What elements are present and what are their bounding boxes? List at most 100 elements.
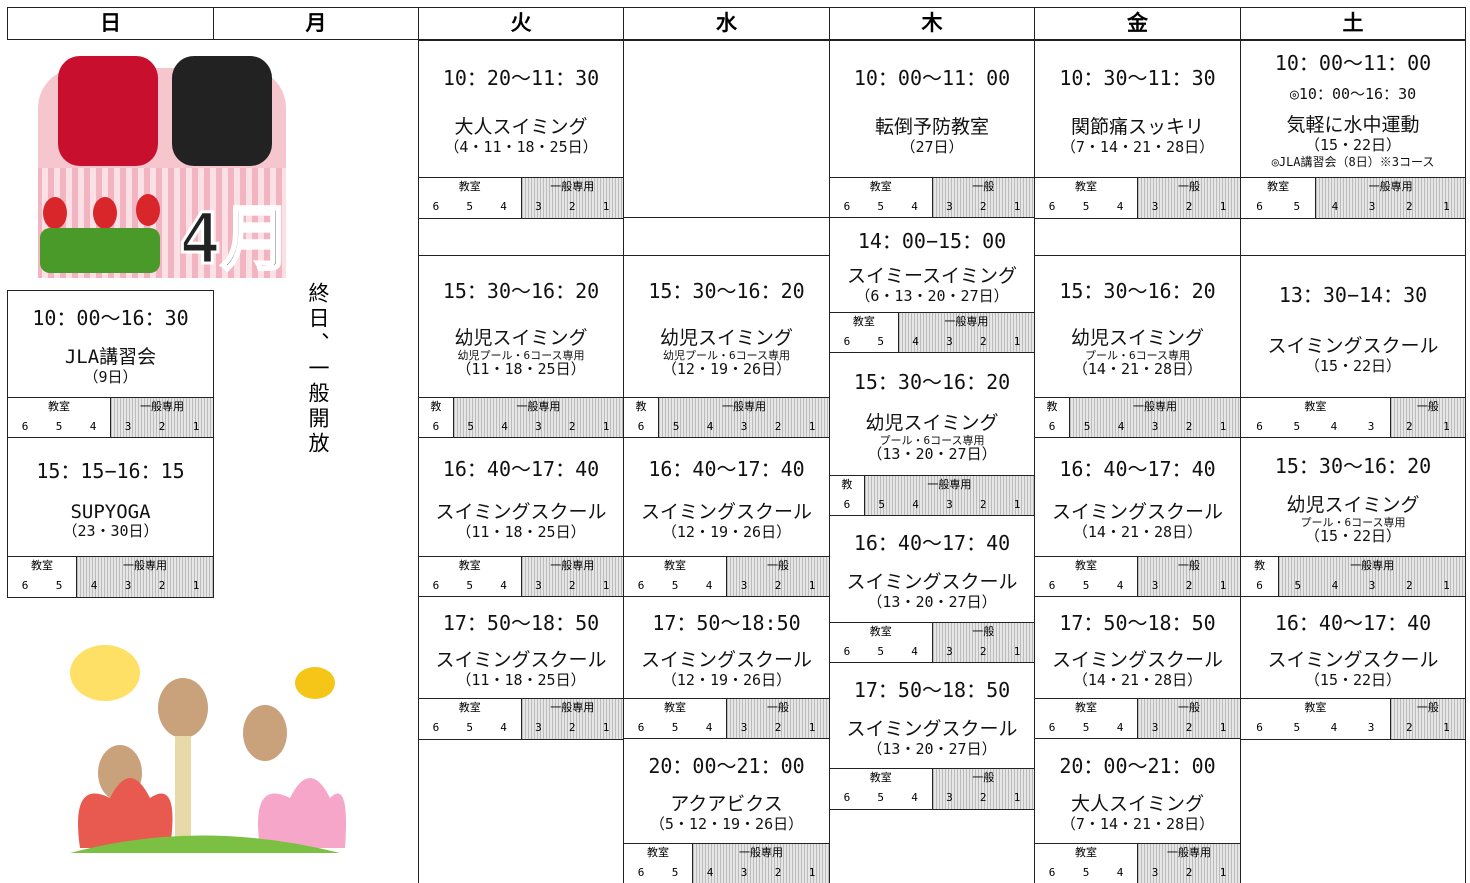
lane-numbers: 6 (1035, 417, 1069, 437)
event-title-group: 転倒予防教室 （27日） (875, 112, 989, 155)
lane-number: 1 (1443, 199, 1450, 213)
lane-number: 5 (1083, 419, 1091, 433)
event-content: 15：30～16：20 幼児スイミング プール・6コース専用 （15・22日） (1241, 438, 1465, 556)
lane-number: 2 (1185, 865, 1193, 879)
lane-bar: 教室 6 5 4 3 一般 2 1 (1241, 697, 1465, 739)
lane-number: 6 (1256, 720, 1263, 734)
lane-number: 4 (912, 334, 919, 348)
lane-left: 教室 6 5 4 (830, 768, 933, 809)
lane-label: 教室 (1304, 399, 1327, 413)
event-dates: （13・20・27日） (867, 444, 997, 463)
lane-number: 3 (1151, 419, 1159, 433)
event-time: 10：30～11：30 (1059, 66, 1216, 91)
lane-number: 5 (671, 720, 679, 734)
lane-number: 1 (602, 199, 610, 213)
lane-label: 一般 (767, 700, 789, 714)
event-dates: （15・22日） (1304, 527, 1402, 545)
lane-bar: 教室 6 5 4 一般専用 3 2 1 (419, 697, 624, 739)
lane-number: 1 (1219, 419, 1227, 433)
event-title-group: 幼児スイミング 幼児プール・6コース専用 （12・19・26日） (660, 323, 793, 377)
event-title-group: JLA講習会 （9日） (65, 342, 156, 385)
event-dates: （11・18・25日） (456, 360, 586, 379)
lane-right: 一般専用 4 3 2 1 (77, 556, 213, 597)
lane-right: 一般 3 2 1 (932, 622, 1035, 663)
event-time: 15：30～16：20 (853, 369, 1011, 394)
lane-number: 5 (1082, 199, 1090, 213)
event-content: 15：30～16：20 幼児スイミング 幼児プール・6コース専用 （12・19・26日… (624, 256, 829, 397)
lane-label: 一般専用 (516, 399, 561, 413)
lane-number: 5 (877, 199, 885, 213)
lane-number: 5 (878, 497, 886, 511)
event-time: 17：50～18：50 (442, 610, 600, 635)
lane-left: 教室 6 5 4 (1035, 698, 1138, 739)
lane-number: 2 (1405, 419, 1413, 433)
black-bag (172, 56, 272, 166)
lane-number: 2 (979, 334, 987, 348)
event-title-group: アクアビクス （5・12・19・26日） (650, 789, 803, 832)
lane-bar: 教室 6 5 4 一般 3 2 1 (830, 767, 1034, 809)
empty-cell (623, 40, 830, 219)
lane-bar: 教室 6 5 一般専用 4 3 2 1 (830, 311, 1034, 353)
lane-number: 2 (774, 720, 782, 734)
lane-left: 教室 6 5 (1241, 177, 1317, 218)
lane-numbers: 3 2 1 (1138, 197, 1240, 217)
event-title-group: スイミングスクール （12・19・26日） (641, 497, 812, 540)
lane-number: 4 (706, 419, 714, 433)
lane-numbers: 3 2 1 (727, 576, 829, 596)
lane-left: 教室 6 5 4 (419, 556, 522, 597)
event-dates: （14・21・28日） (1072, 523, 1203, 542)
event-time: 20：00～21：00 (648, 753, 805, 778)
event-cell: 16：40～17：40 スイミングスクール （14・21・28日） 教室 6 5 4 一般 3 2… (1034, 437, 1241, 598)
lane-number: 5 (1293, 419, 1301, 433)
lane-numbers: 6 5 4 (830, 197, 932, 217)
lane-number: 4 (1331, 199, 1339, 213)
lane-left: 教室 6 5 4 (419, 698, 522, 739)
event-dates: （12・19・26日） (661, 671, 792, 689)
lane-number: 1 (1013, 644, 1021, 658)
event-time: 17：50～18：50 (853, 677, 1011, 702)
lane-number: 3 (535, 720, 542, 734)
lane-number: 6 (432, 419, 440, 433)
event-cell: 17：50～18：50 スイミングスクール （13・20・27日） 教室 6 5 4 一般 3 2… (829, 662, 1035, 810)
lane-number: 1 (1443, 720, 1450, 734)
lane-right: 一般 2 1 (1390, 397, 1465, 438)
event-time: 16：40～17：40 (442, 457, 600, 482)
event-title-group: スイミングスクール （13・20・27日） (846, 567, 1017, 610)
lane-right: 一般専用 4 3 2 1 (693, 843, 829, 883)
event-title-group: スイミングスクール （14・21・28日） (1052, 645, 1223, 688)
lane-label: 教室 (1075, 558, 1097, 572)
lane-right: 一般専用 5 4 3 2 1 (659, 397, 829, 438)
lane-number: 6 (21, 419, 29, 433)
lane-number: 2 (1185, 578, 1193, 592)
event-dates: （11・18・25日） (456, 523, 586, 542)
event-title-group: スイミングスクール （11・18・25日） (435, 497, 606, 540)
lane-number: 1 (808, 865, 816, 879)
lane-bar: 教室 6 5 4 一般 3 2 1 (1035, 176, 1240, 218)
lane-numbers: 5 4 3 2 1 (1279, 576, 1465, 596)
lane-number: 6 (843, 497, 851, 511)
event-cell: 10：30～11：30 関節痛スッキリ （7・14・21・28日） 教室 6 5 4 一般 3 2… (1034, 40, 1241, 219)
lane-numbers: 6 (624, 417, 658, 437)
event-title: SUPYOGA (70, 500, 151, 523)
lane-number: 6 (432, 199, 440, 213)
event-time: 13：30−14：30 (1278, 282, 1428, 307)
event-title-group: スイミングスクール （14・21・28日） (1052, 497, 1223, 540)
lane-label: 教室 (664, 558, 686, 572)
event-dates: （13・20・27日） (867, 593, 997, 612)
lane-number: 5 (672, 419, 680, 433)
lane-number: 2 (774, 419, 782, 433)
lane-numbers: 3 2 1 (522, 718, 624, 738)
lane-number: 6 (843, 199, 851, 213)
lane-right: 一般専用 3 2 1 (521, 556, 623, 597)
lane-number: 1 (808, 578, 816, 592)
lane-number: 2 (158, 578, 166, 592)
event-content: 16：40～17：40 スイミングスクール （14・21・28日） (1035, 438, 1240, 556)
lane-label: 一般専用 (739, 845, 783, 859)
lane-right: 一般専用 5 4 3 2 1 (1070, 397, 1240, 438)
event-title: 大人スイミング (454, 116, 588, 139)
lane-number: 3 (1368, 578, 1376, 592)
lane-numbers: 3 2 1 (933, 642, 1035, 662)
event-title: 幼児スイミング (1286, 494, 1420, 516)
event-dates: （5・12・19・26日） (649, 815, 804, 833)
